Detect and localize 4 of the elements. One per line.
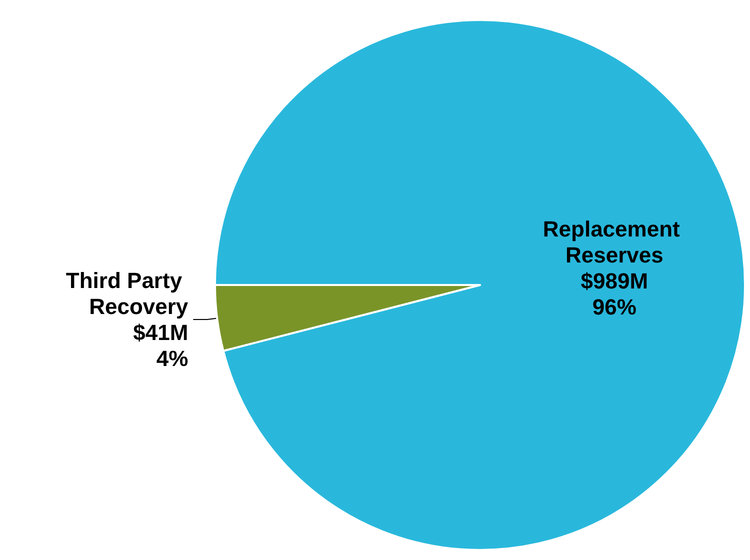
- data-label: $989M 96%: [580, 268, 648, 320]
- data-label: $41M 4%: [133, 320, 188, 371]
- slice-label: Third Party Recovery: [66, 268, 189, 319]
- slice-label: Replacement Reserves: [542, 216, 686, 268]
